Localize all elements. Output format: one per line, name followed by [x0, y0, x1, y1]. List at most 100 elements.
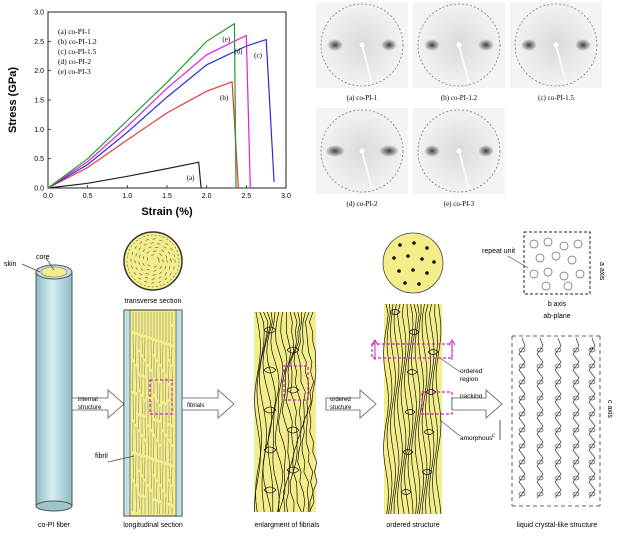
xray-ring [514, 3, 598, 87]
core-leader [45, 257, 55, 271]
series-line [47, 80, 239, 189]
stress-strain-chart: 0.0 0.5 1.0 1.5 2.0 2.5 3.0 0.0 0.5 1.0 1.5 2.0 2.5 3… [7, 10, 291, 219]
ab-plane [507, 231, 591, 295]
xray-label: (d) co-PI-2 [347, 200, 378, 208]
xray-label: (c) co-PI-1.5 [538, 94, 574, 102]
lc-chain [588, 337, 596, 499]
chain-dot [403, 281, 407, 285]
x-axis-label: Strain (%) [141, 206, 193, 218]
xray-spot-right [381, 39, 397, 51]
fibrials-region-box [283, 365, 309, 401]
arrow3-line2: stucture [330, 405, 352, 411]
magnified-region-box [149, 379, 173, 415]
repeat-unit-circle [543, 237, 553, 247]
repeat-unit-circle [543, 267, 553, 277]
xray-patterns: (a) co-PI-1 (b) co-PI-1.2 (c) co-PI-1.5 (d)… [316, 2, 602, 208]
b-axis-label: b axis [548, 301, 567, 308]
lc-chain [536, 337, 544, 499]
y-tick-label: 3.0 [34, 10, 44, 17]
repeat-unit-circle [559, 241, 569, 251]
fibrial-chains [254, 311, 318, 513]
fiber-body [35, 271, 73, 507]
ordered-cross-section [382, 232, 444, 294]
legend-entry: (c) co-PI-1.5 [58, 47, 97, 56]
x-tick-label: 0.5 [83, 193, 93, 200]
skin-leader [21, 263, 41, 273]
x-tick-label: 1.0 [122, 193, 132, 200]
y-tick-label: 1.0 [34, 127, 44, 134]
longitudinal-skin-right [175, 309, 183, 517]
xray-pattern: (a) co-PI-1 [316, 2, 408, 102]
fiber-caption: co-PI fiber [38, 522, 71, 529]
longitudinal-section [107, 309, 183, 517]
legend-entry: (e) co-PI-3 [58, 67, 91, 76]
xray-label: (e) co-PI-3 [444, 200, 475, 208]
xray-ring [320, 3, 404, 87]
xray-label: (a) co-PI-1 [347, 94, 378, 102]
chain-dot [398, 243, 402, 247]
longitudinal-fibrils [132, 312, 173, 515]
fiber-schematic: core skin co-PI fiber internal structure… [4, 231, 613, 529]
arrow-ordered-structure [325, 389, 377, 419]
c-label: c [492, 431, 496, 439]
transverse-section [123, 231, 183, 291]
a-label: a [590, 346, 593, 352]
legend-entry: (a) co-PI-1 [58, 27, 91, 36]
transverse-fibrils [130, 238, 176, 284]
arrow2-label: fibrials [187, 403, 204, 409]
curve-tag: (e) [222, 36, 230, 44]
lc-chains [518, 337, 596, 499]
ordered-dots [392, 241, 436, 286]
xray-spot-right [478, 39, 494, 51]
beam-stop [458, 150, 470, 190]
repeat-unit-circle [551, 251, 561, 261]
repeat-unit-circle [575, 269, 585, 279]
y-tick-label: 2.5 [34, 39, 44, 46]
xray-pattern: (b) co-PI-1.2 [413, 2, 505, 102]
axis-ticks: 0.0 0.5 1.0 1.5 2.0 2.5 3.0 0.0 0.5 1.0 1.5 2.0 2.5 3… [34, 10, 291, 201]
arrow-fibrials [181, 389, 235, 419]
lc-chain [554, 337, 562, 499]
longitudinal-skin-left [123, 309, 131, 517]
longitudinal-caption: longitudinal section [123, 522, 183, 529]
x-tick-label: 0.0 [43, 193, 53, 200]
chain-dot [417, 282, 421, 286]
legend-entry: (d) co-PI-2 [58, 57, 91, 66]
chain-dot [432, 260, 436, 264]
chain-dot [412, 241, 416, 245]
xray-pattern: (c) co-PI-1.5 [510, 2, 602, 102]
skin-label: skin [4, 261, 17, 268]
packing-line1: packing [460, 393, 483, 400]
y-tick-label: 0.0 [34, 186, 44, 193]
core-label: core [36, 254, 50, 261]
repeat-unit-circle [535, 253, 545, 263]
chain-dot [411, 268, 415, 272]
x-tick-label: 1.5 [162, 193, 172, 200]
longitudinal-body [123, 309, 183, 517]
transverse-caption: transverse section [125, 298, 182, 305]
y-tick-label: 2.0 [34, 68, 44, 75]
curve-tag: (b) [220, 94, 229, 102]
chain-dot [406, 254, 410, 258]
x-tick-label: 2.0 [202, 193, 212, 200]
curve-tag: (d) [234, 47, 243, 55]
beam-stop [361, 150, 373, 190]
chain-dot [397, 269, 401, 273]
curves [47, 22, 275, 189]
beam-stop [361, 44, 373, 84]
xray-spot-right [575, 39, 591, 51]
xray-spot-left [327, 39, 343, 51]
chain-dot [425, 271, 429, 275]
series-line [47, 34, 251, 189]
xray-label: (b) co-PI-1.2 [441, 94, 478, 102]
curve-tag: (c) [254, 52, 262, 60]
fiber-bottom [35, 500, 73, 512]
x-tick-label: 2.5 [241, 193, 251, 200]
amorphous-label: amorphous [460, 435, 493, 442]
xray-spot-left [424, 39, 440, 51]
fiber-core-top [40, 266, 68, 278]
series-line [47, 161, 202, 189]
ab-plane-label: ab-plane [543, 313, 570, 320]
repeat-unit-circle [529, 269, 539, 279]
